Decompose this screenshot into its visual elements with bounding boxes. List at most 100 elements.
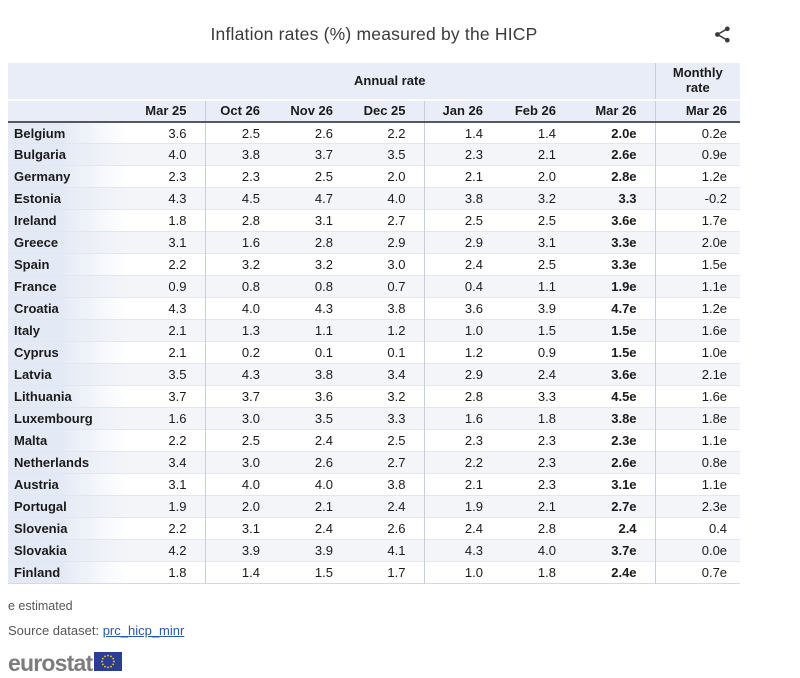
value-cell: 2.1 — [125, 341, 205, 364]
value-cell: 4.3 — [204, 363, 278, 386]
corner-cell — [8, 63, 125, 101]
table-row: Germany 2.3 2.3 2.5 2.0 2.1 2.0 2.8e 1.2e — [8, 165, 741, 188]
value-cell: 3.7e — [574, 539, 656, 562]
monthly-value-cell: 0.8e — [654, 451, 741, 474]
monthly-value-cell: 2.1e — [654, 363, 741, 386]
monthly-value-cell: 1.7e — [654, 209, 741, 232]
table-row: Estonia 4.3 4.5 4.7 4.0 3.8 3.2 3.3 -0.2 — [8, 187, 741, 210]
value-cell: 2.6e — [574, 143, 656, 166]
value-cell: 2.3 — [204, 165, 278, 188]
page-title: Inflation rates (%) measured by the HICP — [210, 24, 538, 44]
value-cell: 4.0 — [204, 473, 278, 496]
country-cell: Ireland — [8, 209, 125, 232]
inflation-table: Annual rate Monthly rate Mar 25 Oct 26 Nov… — [8, 63, 741, 585]
country-cell: Germany — [8, 165, 125, 188]
country-cell: Portugal — [8, 495, 125, 518]
value-cell: 2.2 — [125, 517, 205, 540]
value-cell: 1.0 — [423, 561, 501, 584]
value-cell: 2.5 — [351, 429, 424, 452]
table-row: Malta 2.2 2.5 2.4 2.5 2.3 2.3 2.3e 1.1e — [8, 429, 741, 452]
value-cell: 1.5e — [574, 341, 656, 364]
table-row: Croatia 4.3 4.0 4.3 3.8 3.6 3.9 4.7e 1.2e — [8, 297, 741, 320]
value-cell: 0.4 — [423, 275, 501, 298]
share-button[interactable] — [712, 22, 736, 46]
value-cell: 0.7 — [351, 275, 424, 298]
value-cell: 2.1 — [125, 319, 205, 342]
estimated-note: e estimated — [8, 599, 73, 614]
country-cell: Lithuania — [8, 385, 125, 408]
monthly-value-cell: 1.6e — [654, 385, 741, 408]
table-row: Cyprus 2.1 0.2 0.1 0.1 1.2 0.9 1.5e 1.0e — [8, 341, 741, 364]
value-cell: 2.8 — [278, 231, 351, 254]
column-header: Oct 26 — [204, 99, 278, 123]
value-cell: 2.7 — [351, 451, 424, 474]
value-cell: 0.9 — [501, 341, 574, 364]
value-cell: 2.2 — [423, 451, 501, 474]
table-body: Belgium 3.6 2.5 2.6 2.2 1.4 1.4 2.0e 0.2e Bulgari… — [8, 121, 741, 584]
value-cell: 2.0 — [501, 165, 574, 188]
value-cell: 0.8 — [278, 275, 351, 298]
table-row: Latvia 3.5 4.3 3.8 3.4 2.9 2.4 3.6e 2.1e — [8, 363, 741, 386]
value-cell: 3.8 — [204, 143, 278, 166]
table-row: Belgium 3.6 2.5 2.6 2.2 1.4 1.4 2.0e 0.2e — [8, 121, 741, 144]
value-cell: 2.6 — [314, 125, 333, 141]
value-cell: 2.4 — [423, 253, 501, 276]
eurostat-logo: eurostat — [8, 649, 123, 676]
monthly-value-cell: 1.2e — [654, 297, 741, 320]
eurostat-logo-text: eurostat — [8, 649, 93, 676]
value-cell: 3.8 — [351, 473, 424, 496]
value-cell: 3.6 — [168, 125, 187, 141]
value-cell: 4.3 — [278, 297, 351, 320]
value-cell: 2.9 — [423, 363, 501, 386]
monthly-value-cell: 1.1e — [654, 429, 741, 452]
value-cell: 2.8 — [501, 517, 574, 540]
value-cell: 1.9 — [423, 495, 501, 518]
value-cell: 3.0 — [204, 407, 278, 430]
country-cell: Cyprus — [8, 341, 125, 364]
value-cell: 2.4e — [574, 561, 656, 584]
value-cell: 2.4 — [574, 517, 656, 540]
value-cell: 2.9 — [351, 231, 424, 254]
value-cell: 0.9 — [125, 275, 205, 298]
monthly-value-cell: 2.3e — [654, 495, 741, 518]
country-cell: Netherlands — [8, 451, 125, 474]
monthly-value-cell: 2.0e — [654, 231, 741, 254]
country-cell: Latvia — [8, 363, 125, 386]
value-cell: 1.2 — [351, 319, 424, 342]
country-cell: Croatia — [8, 297, 125, 320]
value-cell: 3.9 — [204, 539, 278, 562]
value-cell: 3.5 — [125, 363, 205, 386]
country-cell: Slovakia — [8, 539, 125, 562]
value-cell: 1.5e — [574, 319, 656, 342]
value-cell: 3.6e — [574, 209, 656, 232]
table-row: Slovakia 4.2 3.9 3.9 4.1 4.3 4.0 3.7e 0.0e — [8, 539, 741, 562]
value-cell: 3.6 — [278, 385, 351, 408]
value-cell: 2.3 — [423, 429, 501, 452]
value-cell: 2.5 — [501, 253, 574, 276]
table-head: Annual rate Monthly rate Mar 25 Oct 26 Nov… — [8, 63, 741, 123]
value-cell: 2.0 — [204, 495, 278, 518]
value-cell: 2.5 — [278, 165, 351, 188]
value-cell: 2.1 — [423, 473, 501, 496]
value-cell: 2.4 — [501, 363, 574, 386]
eu-flag-icon — [94, 652, 123, 676]
value-cell: 3.1 — [125, 231, 205, 254]
value-cell: 3.8 — [423, 187, 501, 210]
table-row: Ireland 1.8 2.8 3.1 2.7 2.5 2.5 3.6e 1.7e — [8, 209, 741, 232]
value-cell: 4.0 — [351, 187, 424, 210]
table-row: Portugal 1.9 2.0 2.1 2.4 1.9 2.1 2.7e 2.3e — [8, 495, 741, 518]
table-row: Lithuania 3.7 3.7 3.6 3.2 2.8 3.3 4.5e 1.6e — [8, 385, 741, 408]
value-cell: 3.3e — [574, 253, 656, 276]
monthly-value-cell: 1.8e — [654, 407, 741, 430]
country-cell: Luxembourg — [8, 407, 125, 430]
value-cell: 1.8 — [125, 561, 205, 584]
value-cell: 3.1 — [278, 209, 351, 232]
table-row: Bulgaria 4.0 3.8 3.7 3.5 2.3 2.1 2.6e 0.9e — [8, 143, 741, 166]
source-dataset-link[interactable]: prc_hicp_minr — [102, 623, 185, 639]
value-cell: 2.5 — [423, 209, 501, 232]
value-cell: 4.3 — [125, 187, 205, 210]
column-header: Dec 25 — [351, 99, 424, 123]
value-cell: 3.1 — [125, 473, 205, 496]
value-cell: 3.4 — [351, 363, 424, 386]
